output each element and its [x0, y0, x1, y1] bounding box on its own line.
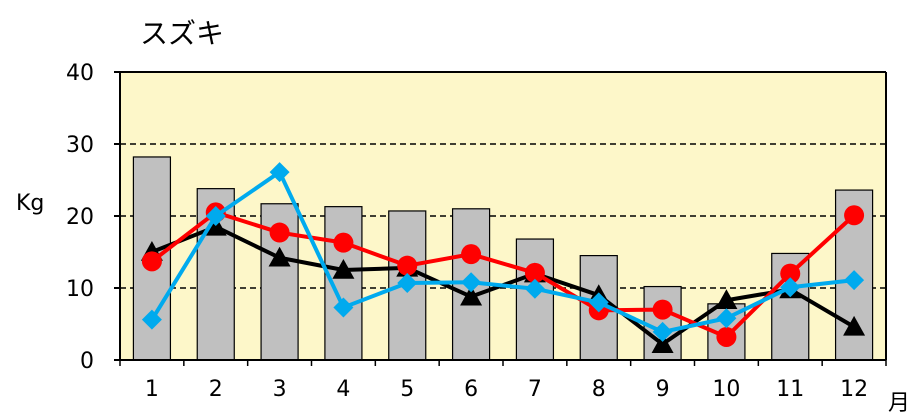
x-tick-label: 3: [273, 377, 287, 402]
circle-marker: [461, 244, 482, 265]
y-tick-label: 0: [80, 349, 94, 374]
diamond-marker: [397, 272, 418, 293]
circle-marker: [652, 299, 673, 320]
x-tick-label: 2: [209, 377, 223, 402]
x-tick-label: 10: [712, 377, 740, 402]
x-tick-label: 7: [528, 377, 542, 402]
x-tick-label: 9: [656, 377, 670, 402]
y-tick-label: 30: [66, 133, 94, 158]
diamond-marker: [141, 309, 162, 330]
x-tick-label: 5: [400, 377, 414, 402]
triangle-marker: [460, 285, 483, 306]
diamond-marker: [588, 292, 609, 313]
diamond-marker: [333, 297, 354, 318]
circle-marker: [269, 222, 290, 243]
x-tick-label: 1: [145, 377, 159, 402]
y-tick-label: 20: [66, 205, 94, 230]
x-tick-label: 12: [840, 377, 868, 402]
x-tick-labels: 1 2 3 4 5 6 7 8 9 10 11 12: [145, 377, 868, 402]
x-tick-label: 4: [336, 377, 350, 402]
circle-marker: [397, 255, 418, 276]
bar: [515, 238, 555, 361]
diamond-marker: [205, 206, 226, 226]
circle-marker: [333, 232, 354, 253]
y-tick-label: 10: [66, 277, 94, 302]
axes: [114, 71, 887, 366]
series-diamond: [141, 162, 865, 342]
diamond-marker: [652, 321, 673, 342]
x-axis-label: 月: [888, 391, 910, 412]
series-line: [150, 210, 856, 339]
diamond-marker: [780, 277, 801, 298]
diamond-marker: [844, 270, 865, 291]
x-tick-label: 6: [464, 377, 478, 402]
circle-marker: [716, 326, 737, 347]
x-tick-label: 8: [592, 377, 606, 402]
triangle-marker: [843, 315, 866, 336]
circle-marker: [141, 251, 162, 272]
triangle-marker: [715, 289, 738, 310]
series-line: [150, 170, 855, 334]
circle-marker: [780, 263, 801, 284]
diamond-marker: [461, 272, 482, 293]
diamond-marker: [269, 162, 290, 183]
diamond-marker: [716, 308, 737, 329]
triangle-marker: [332, 259, 355, 279]
triangle-marker: [651, 333, 674, 353]
line-series: [140, 162, 866, 353]
circle-marker: [844, 205, 865, 226]
circle-marker: [524, 262, 545, 283]
series-circle: [141, 202, 865, 347]
y-tick-labels: 0 10 20 30 40: [66, 61, 94, 374]
y-axis-label: Kg: [16, 191, 44, 216]
x-tick-label: 11: [776, 377, 804, 402]
diamond-marker: [524, 278, 545, 299]
y-tick-label: 40: [66, 61, 94, 86]
triangle-marker: [268, 246, 291, 267]
chart-title: スズキ: [140, 17, 225, 50]
